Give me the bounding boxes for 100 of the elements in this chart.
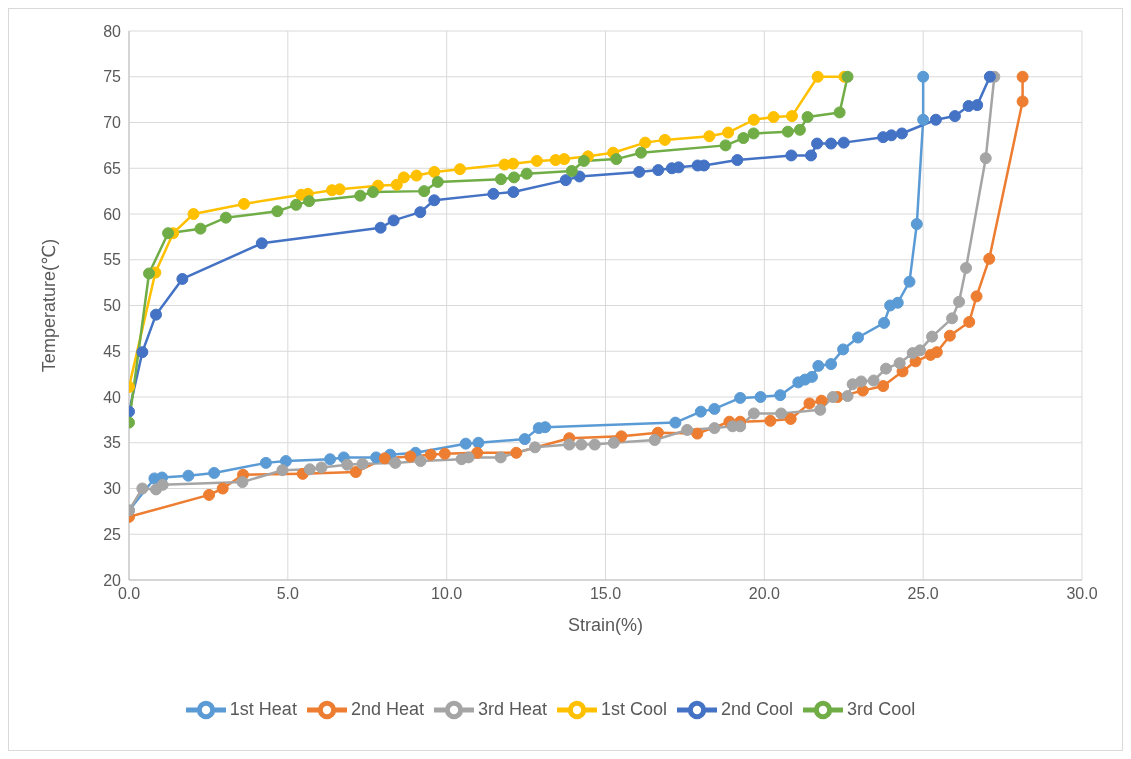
point [208,466,221,479]
point [303,463,316,476]
point [507,157,520,170]
point [837,343,850,356]
point [563,438,576,451]
point [811,137,824,150]
point [518,433,531,446]
y-tick-label: 25 [103,525,122,543]
point [276,464,289,477]
point [878,316,891,329]
point [588,438,601,451]
point [747,127,760,140]
y-tick-label: 75 [103,68,122,86]
point [814,403,827,416]
point [805,149,818,162]
x-tick-label: 10.0 [431,585,463,603]
point [917,70,930,83]
point [216,482,229,495]
point [374,221,387,234]
y-tick-label: 70 [103,114,122,132]
point [722,126,735,139]
x-tick-label: 5.0 [276,585,300,603]
point [946,312,959,325]
point [271,205,284,218]
y-tick-label: 30 [103,480,122,498]
legend-label: 2nd Heat [350,698,424,719]
x-tick-label: 20.0 [748,585,781,603]
point [438,447,451,460]
point [833,106,846,119]
point [774,389,787,402]
point [877,380,890,393]
y-tick-label: 35 [103,434,122,452]
point [1016,95,1029,108]
x-tick-label: 30.0 [1066,585,1098,603]
point [633,165,646,178]
point [607,436,620,449]
point [219,211,232,224]
point [754,391,767,403]
point [852,331,865,344]
point [785,149,798,162]
point [691,427,704,440]
point [472,436,485,449]
point [187,208,200,220]
y-tick-label: 40 [103,388,122,406]
point [658,133,671,146]
y-tick-label: 55 [103,251,122,269]
point [428,194,441,207]
point [610,153,623,166]
point [510,446,523,459]
point [737,132,750,145]
point [825,358,838,371]
point [926,330,939,343]
legend-label: 3rd Cool [847,698,916,719]
point [979,152,992,165]
y-tick-label: 45 [103,342,122,360]
point [136,346,149,359]
point [577,154,590,167]
point [812,359,825,372]
point [255,237,268,250]
point [895,127,908,140]
point [136,482,149,495]
point [459,437,472,450]
point [963,315,976,328]
point [404,450,417,463]
point [825,137,838,150]
point [290,198,303,211]
point [366,186,379,199]
point [487,187,500,200]
point [143,267,156,280]
x-tick-label: 0.0 [117,585,141,603]
point [837,136,850,149]
point [893,357,906,370]
x-tick-label: 15.0 [589,585,622,603]
point [767,111,780,124]
point [508,171,521,184]
point [930,346,943,359]
x-axis-title: Strain(%) [567,614,644,635]
y-tick-label: 50 [103,297,122,315]
point [471,446,484,459]
point [885,129,898,142]
point [203,488,216,501]
point [635,146,648,159]
y-tick-label: 80 [103,22,122,40]
point [162,227,175,240]
legend-label: 1st Cool [601,698,668,719]
point [719,139,732,152]
point [953,295,966,308]
point [943,329,956,342]
point [801,111,814,124]
point [414,206,427,219]
point [826,391,839,403]
point [259,456,272,469]
point [356,457,369,470]
legend-label: 3rd Heat [477,698,547,719]
point [176,272,189,285]
point [150,308,162,321]
point [520,167,533,180]
y-axis-title: Temperature(℃) [39,238,60,373]
point [764,414,777,427]
x-tick-label: 25.0 [907,585,939,603]
